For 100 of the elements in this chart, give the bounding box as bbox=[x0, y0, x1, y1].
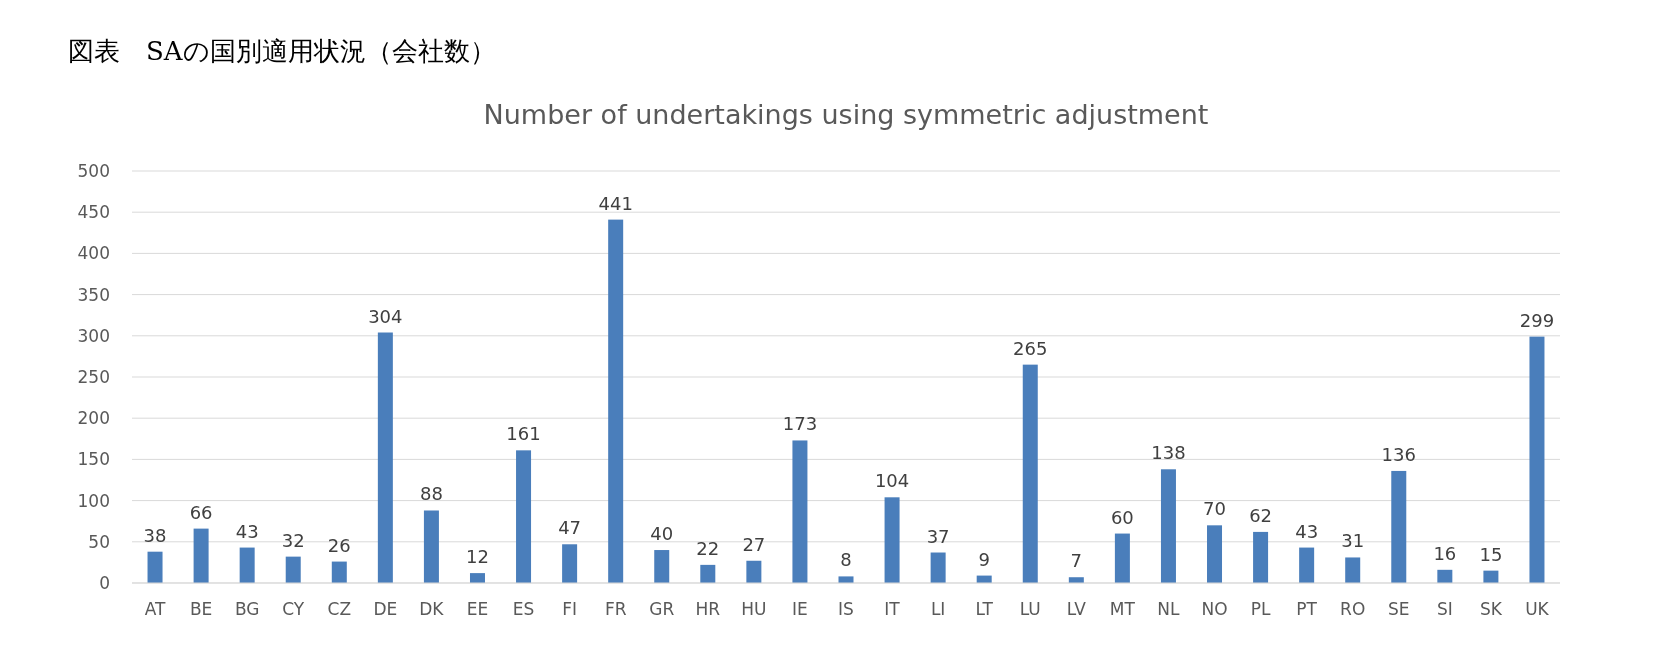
bar bbox=[1022, 364, 1038, 583]
data-label: 16 bbox=[1433, 542, 1457, 564]
bar bbox=[838, 576, 854, 583]
bar bbox=[792, 440, 808, 583]
chart-subtitle: Number of undertakings using symmetric adjustment bbox=[483, 99, 1209, 130]
data-label: 47 bbox=[558, 517, 582, 539]
x-tick-label: FR bbox=[604, 599, 627, 619]
x-tick-label: CZ bbox=[327, 599, 352, 619]
x-tick-label: SE bbox=[1388, 599, 1410, 619]
bar bbox=[1345, 557, 1361, 583]
x-tick-label: HU bbox=[741, 599, 767, 619]
x-tick-label: GR bbox=[649, 599, 675, 619]
y-tick-label: 350 bbox=[77, 284, 110, 305]
data-label: 138 bbox=[1151, 442, 1186, 464]
y-tick-label: 250 bbox=[77, 367, 110, 387]
data-label: 7 bbox=[1070, 550, 1083, 572]
y-tick-label: 100 bbox=[77, 490, 110, 511]
data-label: 9 bbox=[978, 548, 990, 570]
x-tick-label: NO bbox=[1201, 599, 1228, 619]
x-tick-label: AT bbox=[144, 599, 166, 619]
x-tick-label: IE bbox=[792, 599, 808, 619]
data-label: 304 bbox=[368, 305, 403, 327]
bar bbox=[654, 550, 670, 583]
bar bbox=[1114, 533, 1130, 583]
bar bbox=[1207, 525, 1223, 583]
bar bbox=[1437, 569, 1453, 583]
x-tick-label: IS bbox=[838, 599, 854, 619]
x-tick-label: ES bbox=[512, 599, 535, 619]
y-tick-label: 450 bbox=[77, 202, 110, 223]
x-tick-label: BE bbox=[189, 599, 213, 619]
data-label: 62 bbox=[1249, 504, 1273, 526]
x-tick-label: SI bbox=[1436, 599, 1453, 619]
bar bbox=[377, 332, 393, 583]
data-label: 43 bbox=[235, 520, 259, 542]
bar bbox=[1160, 469, 1176, 583]
data-label: 60 bbox=[1110, 506, 1134, 528]
bar bbox=[239, 547, 255, 583]
bar bbox=[930, 552, 946, 583]
bar bbox=[1299, 547, 1315, 583]
data-label: 161 bbox=[506, 423, 541, 445]
bar bbox=[193, 528, 209, 583]
x-tick-label: LV bbox=[1066, 599, 1087, 619]
y-tick-label: 150 bbox=[77, 449, 110, 470]
data-label: 8 bbox=[840, 549, 852, 571]
bar bbox=[423, 510, 439, 583]
y-tick-label: 500 bbox=[77, 161, 110, 181]
x-tick-label: RO bbox=[1340, 599, 1366, 619]
data-label: 173 bbox=[782, 413, 818, 435]
x-tick-label: EE bbox=[466, 599, 489, 619]
bar bbox=[562, 544, 578, 583]
data-label: 70 bbox=[1203, 498, 1226, 520]
bar bbox=[147, 551, 163, 583]
x-tick-label: MT bbox=[1109, 599, 1136, 619]
data-label: 265 bbox=[1013, 337, 1048, 359]
data-label: 104 bbox=[874, 470, 910, 492]
data-label: 31 bbox=[1341, 530, 1365, 552]
chart-title: 図表 SAの国別適用状況（会社数） bbox=[68, 36, 496, 66]
x-tick-label: UK bbox=[1525, 599, 1550, 619]
x-tick-label: FI bbox=[562, 599, 578, 619]
x-tick-label: DK bbox=[419, 599, 445, 619]
bar bbox=[285, 556, 301, 583]
x-tick-label: DE bbox=[373, 599, 398, 619]
y-tick-label: 0 bbox=[99, 573, 110, 593]
data-label: 40 bbox=[650, 523, 674, 545]
data-label: 26 bbox=[327, 534, 351, 556]
data-label: 27 bbox=[742, 533, 766, 555]
bar bbox=[884, 497, 900, 583]
x-tick-label: BG bbox=[234, 599, 260, 619]
data-label: 12 bbox=[466, 546, 489, 568]
x-tick-label: CY bbox=[282, 599, 305, 619]
bar bbox=[1391, 470, 1407, 583]
bar bbox=[700, 564, 716, 583]
x-tick-label: LT bbox=[975, 599, 994, 619]
y-tick-label: 200 bbox=[77, 408, 110, 429]
bar bbox=[1529, 336, 1545, 583]
y-tick-label: 300 bbox=[77, 325, 110, 346]
x-tick-label: PL bbox=[1250, 599, 1271, 619]
bar bbox=[608, 219, 624, 583]
data-label: 22 bbox=[696, 537, 720, 559]
data-label: 441 bbox=[598, 192, 633, 214]
y-tick-label: 400 bbox=[77, 243, 110, 264]
data-label: 136 bbox=[1381, 443, 1416, 465]
y-tick-label: 50 bbox=[88, 531, 110, 552]
x-tick-label: LU bbox=[1019, 599, 1041, 619]
data-label: 43 bbox=[1295, 520, 1319, 542]
data-label: 66 bbox=[189, 501, 213, 523]
data-label: 88 bbox=[419, 483, 443, 505]
data-label: 38 bbox=[143, 524, 167, 546]
data-label: 37 bbox=[926, 525, 950, 547]
bar bbox=[331, 561, 347, 583]
x-tick-label: SK bbox=[1479, 599, 1503, 619]
data-label: 32 bbox=[281, 529, 305, 551]
data-label: 15 bbox=[1479, 543, 1503, 565]
bar bbox=[516, 450, 532, 583]
x-tick-label: LI bbox=[930, 599, 946, 619]
data-label: 299 bbox=[1519, 309, 1555, 331]
x-tick-label: PT bbox=[1296, 599, 1318, 619]
bar bbox=[469, 573, 485, 583]
x-tick-label: IT bbox=[884, 599, 901, 619]
bar bbox=[746, 560, 762, 583]
